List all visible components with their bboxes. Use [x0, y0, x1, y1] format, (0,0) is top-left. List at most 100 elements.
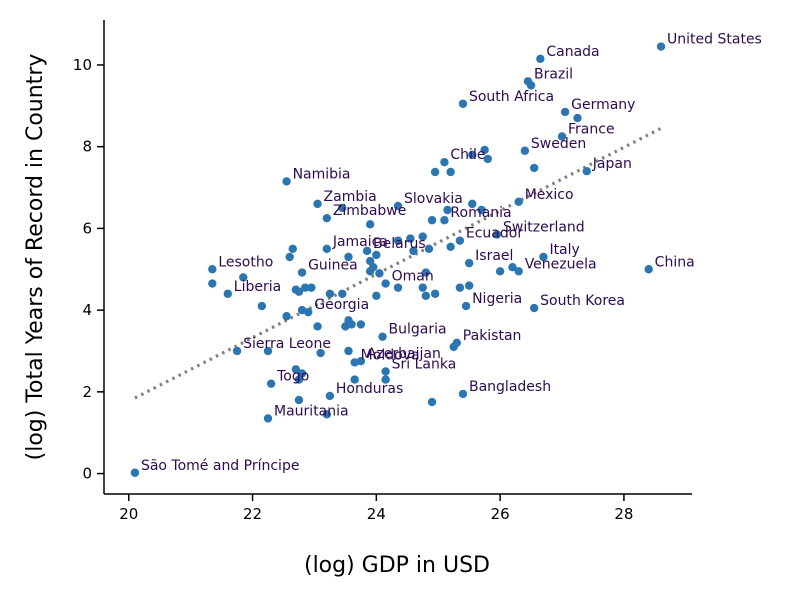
data-point: [208, 279, 217, 288]
data-point: [430, 167, 440, 177]
data-point: [446, 167, 455, 177]
data-point-label: Moldova: [361, 347, 420, 363]
data-point-label: São Tomé and Príncipe: [141, 458, 300, 474]
x-tick-label: 20: [119, 505, 138, 523]
data-point: [427, 216, 437, 225]
data-point: [313, 322, 322, 331]
axes: [103, 20, 692, 495]
data-point: [341, 322, 350, 331]
data-point: [440, 216, 449, 225]
x-tick-label: 28: [614, 505, 633, 523]
data-point: [458, 389, 468, 399]
data-point-label: Ecuador: [466, 226, 523, 242]
data-point: [325, 391, 335, 401]
data-point-label: Liberia: [234, 279, 281, 295]
data-point: [362, 246, 372, 256]
data-point: [520, 146, 530, 155]
data-point: [294, 395, 304, 405]
data-point: [378, 332, 387, 341]
x-tick-label: 22: [243, 505, 262, 523]
data-point: [297, 305, 307, 315]
data-point: [464, 258, 474, 268]
data-point-label: Azerbaijan: [367, 346, 441, 362]
data-point: [291, 285, 301, 294]
data-point-label: Pakistan: [463, 328, 522, 344]
data-point-label: Japan: [592, 156, 632, 172]
data-point: [529, 163, 539, 173]
data-point-label: Canada: [546, 44, 599, 60]
data-point: [418, 232, 427, 241]
data-point-label: Bangladesh: [469, 379, 551, 395]
data-point: [223, 289, 232, 298]
data-point: [263, 346, 273, 356]
data-point-label: Zimbabwe: [333, 203, 407, 219]
data-point-label: Sri Lanka: [392, 356, 457, 372]
data-point-label: Brazil: [534, 66, 573, 82]
y-tick-label: 4: [82, 301, 92, 319]
data-point: [381, 367, 390, 376]
data-point: [483, 154, 492, 164]
data-point-label: Venezuela: [525, 256, 597, 272]
data-point: [480, 145, 489, 155]
data-point: [288, 244, 297, 254]
data-point-label: Sierra Leone: [243, 336, 331, 352]
data-point: [582, 166, 591, 176]
data-point: [307, 283, 316, 292]
data-point-label: Belarus: [373, 236, 426, 252]
data-point-label: United States: [667, 32, 762, 48]
data-point: [443, 205, 452, 215]
data-point-label: Togo: [276, 369, 309, 385]
data-point: [557, 132, 567, 141]
data-point: [266, 379, 276, 388]
data-point: [526, 81, 536, 90]
data-point: [418, 283, 427, 292]
data-point-label: Germany: [571, 97, 635, 113]
data-point-label: Nigeria: [472, 291, 522, 307]
data-point: [365, 267, 375, 276]
data-point: [508, 263, 517, 272]
data-point: [409, 246, 418, 256]
data-point: [468, 199, 477, 209]
x-axis-title: (log) GDP in USD: [304, 553, 490, 578]
data-point: [468, 150, 477, 160]
y-tick-label: 10: [73, 56, 92, 74]
data-point: [239, 273, 248, 282]
data-point-label: Romania: [450, 205, 511, 221]
data-point-label: South Korea: [540, 293, 625, 309]
data-point-label: Zambia: [324, 189, 377, 205]
data-point: [539, 252, 548, 262]
data-point: [285, 252, 294, 262]
data-point: [338, 203, 347, 213]
x-tick-label: 24: [367, 505, 386, 523]
data-point-label: Switzerland: [503, 220, 585, 236]
data-point-label: Sweden: [531, 136, 586, 152]
data-point: [356, 320, 366, 329]
trend-line: [134, 126, 662, 400]
data-point: [644, 265, 653, 274]
y-ticks: 0 2 4 6 8 10: [73, 56, 104, 483]
data-point: [300, 283, 310, 292]
data-point: [372, 291, 381, 301]
data-point: [375, 269, 384, 278]
data-point-label: Georgia: [314, 297, 369, 313]
data-point: [656, 42, 666, 51]
data-point: [350, 375, 359, 384]
data-point-label: Namibia: [293, 166, 351, 182]
data-point: [338, 289, 347, 298]
data-point: [313, 199, 322, 209]
data-point: [393, 283, 403, 292]
data-point: [461, 301, 471, 311]
data-point-label: France: [568, 121, 615, 137]
data-point: [427, 397, 437, 407]
data-point: [344, 252, 353, 262]
data-point: [372, 250, 381, 260]
y-axis-title: (log) Total Years of Record in Country: [23, 54, 48, 461]
data-point: [208, 265, 217, 274]
data-point-label: Mauritania: [274, 403, 349, 419]
data-point: [297, 268, 307, 277]
data-point: [455, 283, 465, 292]
data-point: [495, 267, 505, 276]
data-point: [514, 267, 523, 276]
data-point: [424, 244, 434, 254]
